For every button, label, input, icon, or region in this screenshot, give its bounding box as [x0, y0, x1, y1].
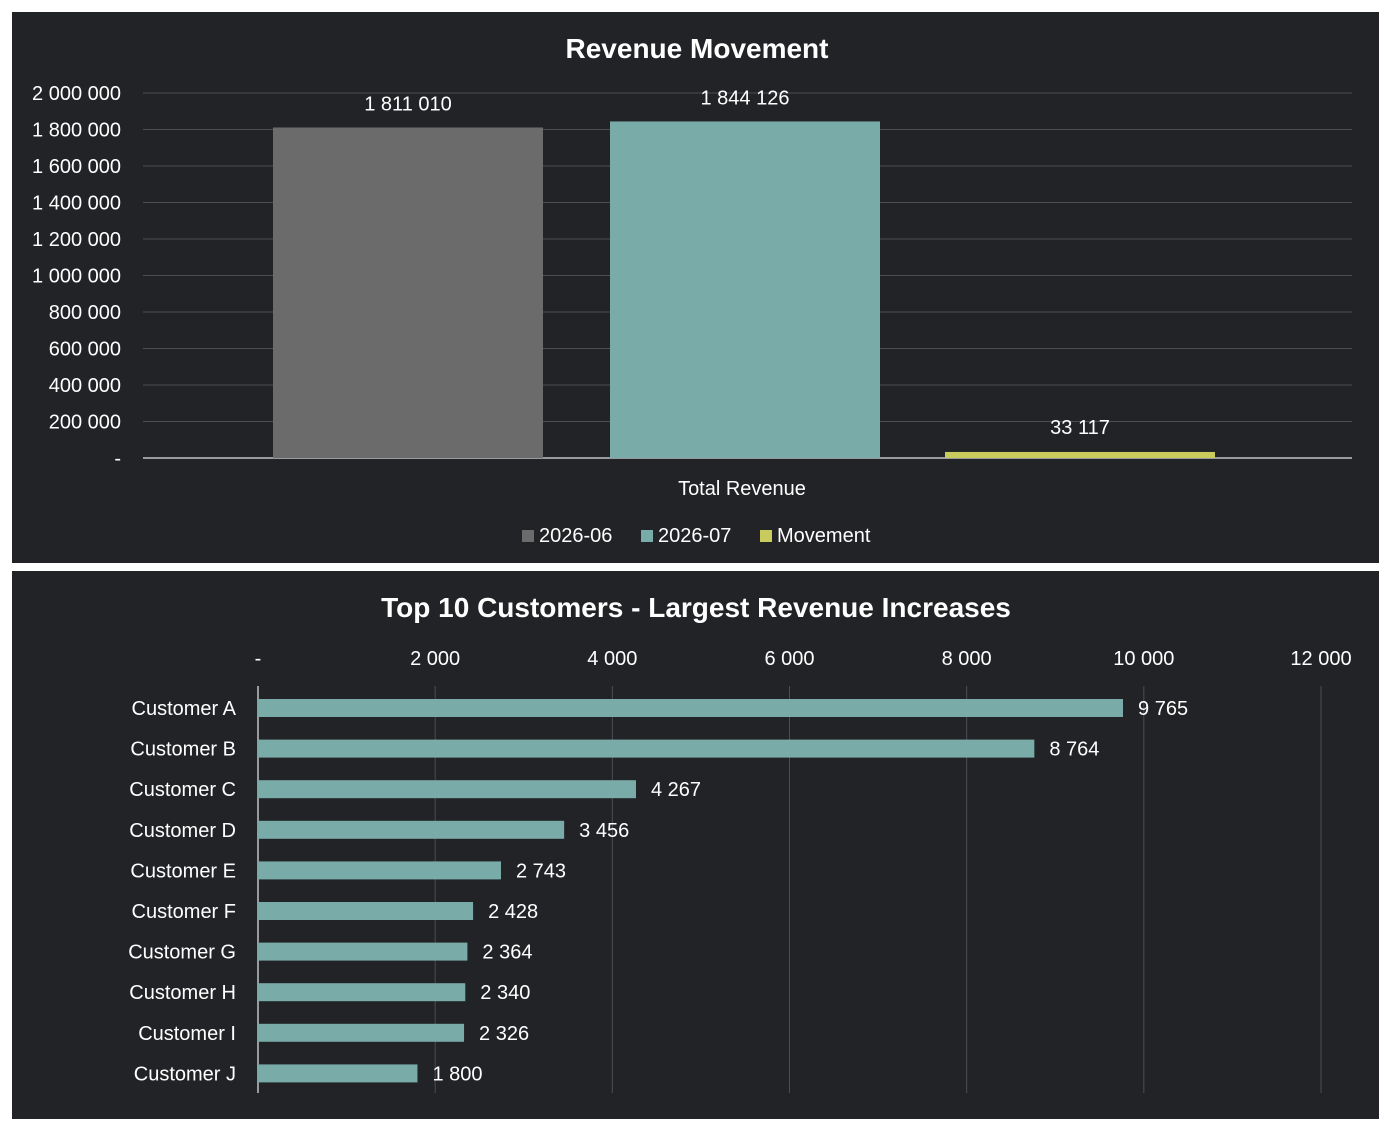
y-tick-label: 200 000 [49, 412, 121, 434]
x-tick-label: 12 000 [1290, 648, 1351, 670]
chart-title: Revenue Movement [566, 33, 829, 64]
customer-bar [258, 820, 565, 839]
customer-label: Customer C [129, 779, 236, 801]
customer-bar [258, 780, 636, 799]
legend-label: 2026-06 [539, 525, 612, 547]
customer-bar [258, 902, 474, 920]
y-tick-label: 600 000 [49, 339, 121, 361]
y-tick-label: 2 000 000 [32, 83, 121, 105]
legend-swatch [522, 530, 534, 542]
y-tick-label: 1 600 000 [32, 156, 121, 178]
bar-2026-07 [610, 121, 880, 458]
customer-label: Customer E [130, 860, 236, 882]
bar-value-label: 2 743 [516, 860, 566, 882]
customer-label: Customer B [130, 739, 236, 761]
customer-label: Customer A [132, 698, 237, 720]
bar-value-label: 2 326 [479, 1023, 529, 1045]
revenue-movement-panel: Revenue Movement - 200 000 400 000 600 000 8… [12, 12, 1379, 563]
customer-bar [258, 942, 468, 961]
x-tick-label: 10 000 [1113, 648, 1174, 670]
customer-bar [258, 861, 501, 880]
bar-movement [945, 451, 1215, 458]
chart-title: Top 10 Customers - Largest Revenue Incre… [381, 592, 1011, 623]
legend-swatch [641, 530, 653, 542]
customer-bar [258, 983, 466, 1002]
x-tick-label: 8 000 [942, 648, 992, 670]
bar-value-label: 1 800 [432, 1063, 482, 1085]
y-tick-label: - [114, 448, 121, 470]
customer-label: Customer H [129, 982, 236, 1004]
bar-value-label: 1 844 126 [701, 87, 790, 109]
customer-label: Customer G [128, 942, 236, 964]
bar-value-label: 1 811 010 [364, 93, 452, 115]
bar-value-label: 2 340 [480, 982, 530, 1004]
bar-value-label: 2 364 [482, 942, 532, 964]
top-customers-panel: Top 10 Customers - Largest Revenue Incre… [12, 571, 1379, 1119]
y-tick-label: 1 000 000 [32, 266, 121, 288]
bar-value-label: 2 428 [488, 901, 538, 923]
customer-label: Customer I [138, 1023, 236, 1045]
customer-label: Customer D [129, 820, 236, 842]
customer-bar [258, 1023, 465, 1042]
y-tick-label: 1 400 000 [32, 193, 121, 215]
customer-bar [258, 699, 1124, 717]
customer-bar [258, 1064, 418, 1083]
x-tick-label: - [255, 648, 262, 670]
legend-swatch [760, 530, 772, 542]
x-tick-label: 4 000 [587, 648, 637, 670]
y-tick-label: 400 000 [49, 375, 121, 397]
customer-bar [258, 739, 1035, 758]
bar-value-label: 8 764 [1049, 739, 1099, 761]
bar-value-label: 33 117 [1050, 417, 1110, 439]
bar-value-label: 4 267 [651, 779, 701, 801]
customer-label: Customer F [132, 901, 236, 923]
bar-value-label: 9 765 [1138, 698, 1188, 720]
top-customers-chart: Top 10 Customers - Largest Revenue Incre… [128, 592, 1352, 1093]
x-tick-label: 2 000 [410, 648, 460, 670]
x-tick-label: 6 000 [764, 648, 814, 670]
y-tick-label: 1 800 000 [32, 120, 121, 142]
legend-label: Movement [777, 525, 871, 547]
revenue-movement-chart: Revenue Movement - 200 000 400 000 600 000 8… [32, 33, 1352, 547]
customer-label: Customer J [134, 1063, 236, 1085]
y-tick-label: 800 000 [49, 302, 121, 324]
x-category-label: Total Revenue [678, 478, 806, 500]
bar-2026-06 [273, 127, 543, 459]
y-tick-label: 1 200 000 [32, 229, 121, 251]
legend-label: 2026-07 [658, 525, 731, 547]
bar-value-label: 3 456 [579, 820, 629, 842]
